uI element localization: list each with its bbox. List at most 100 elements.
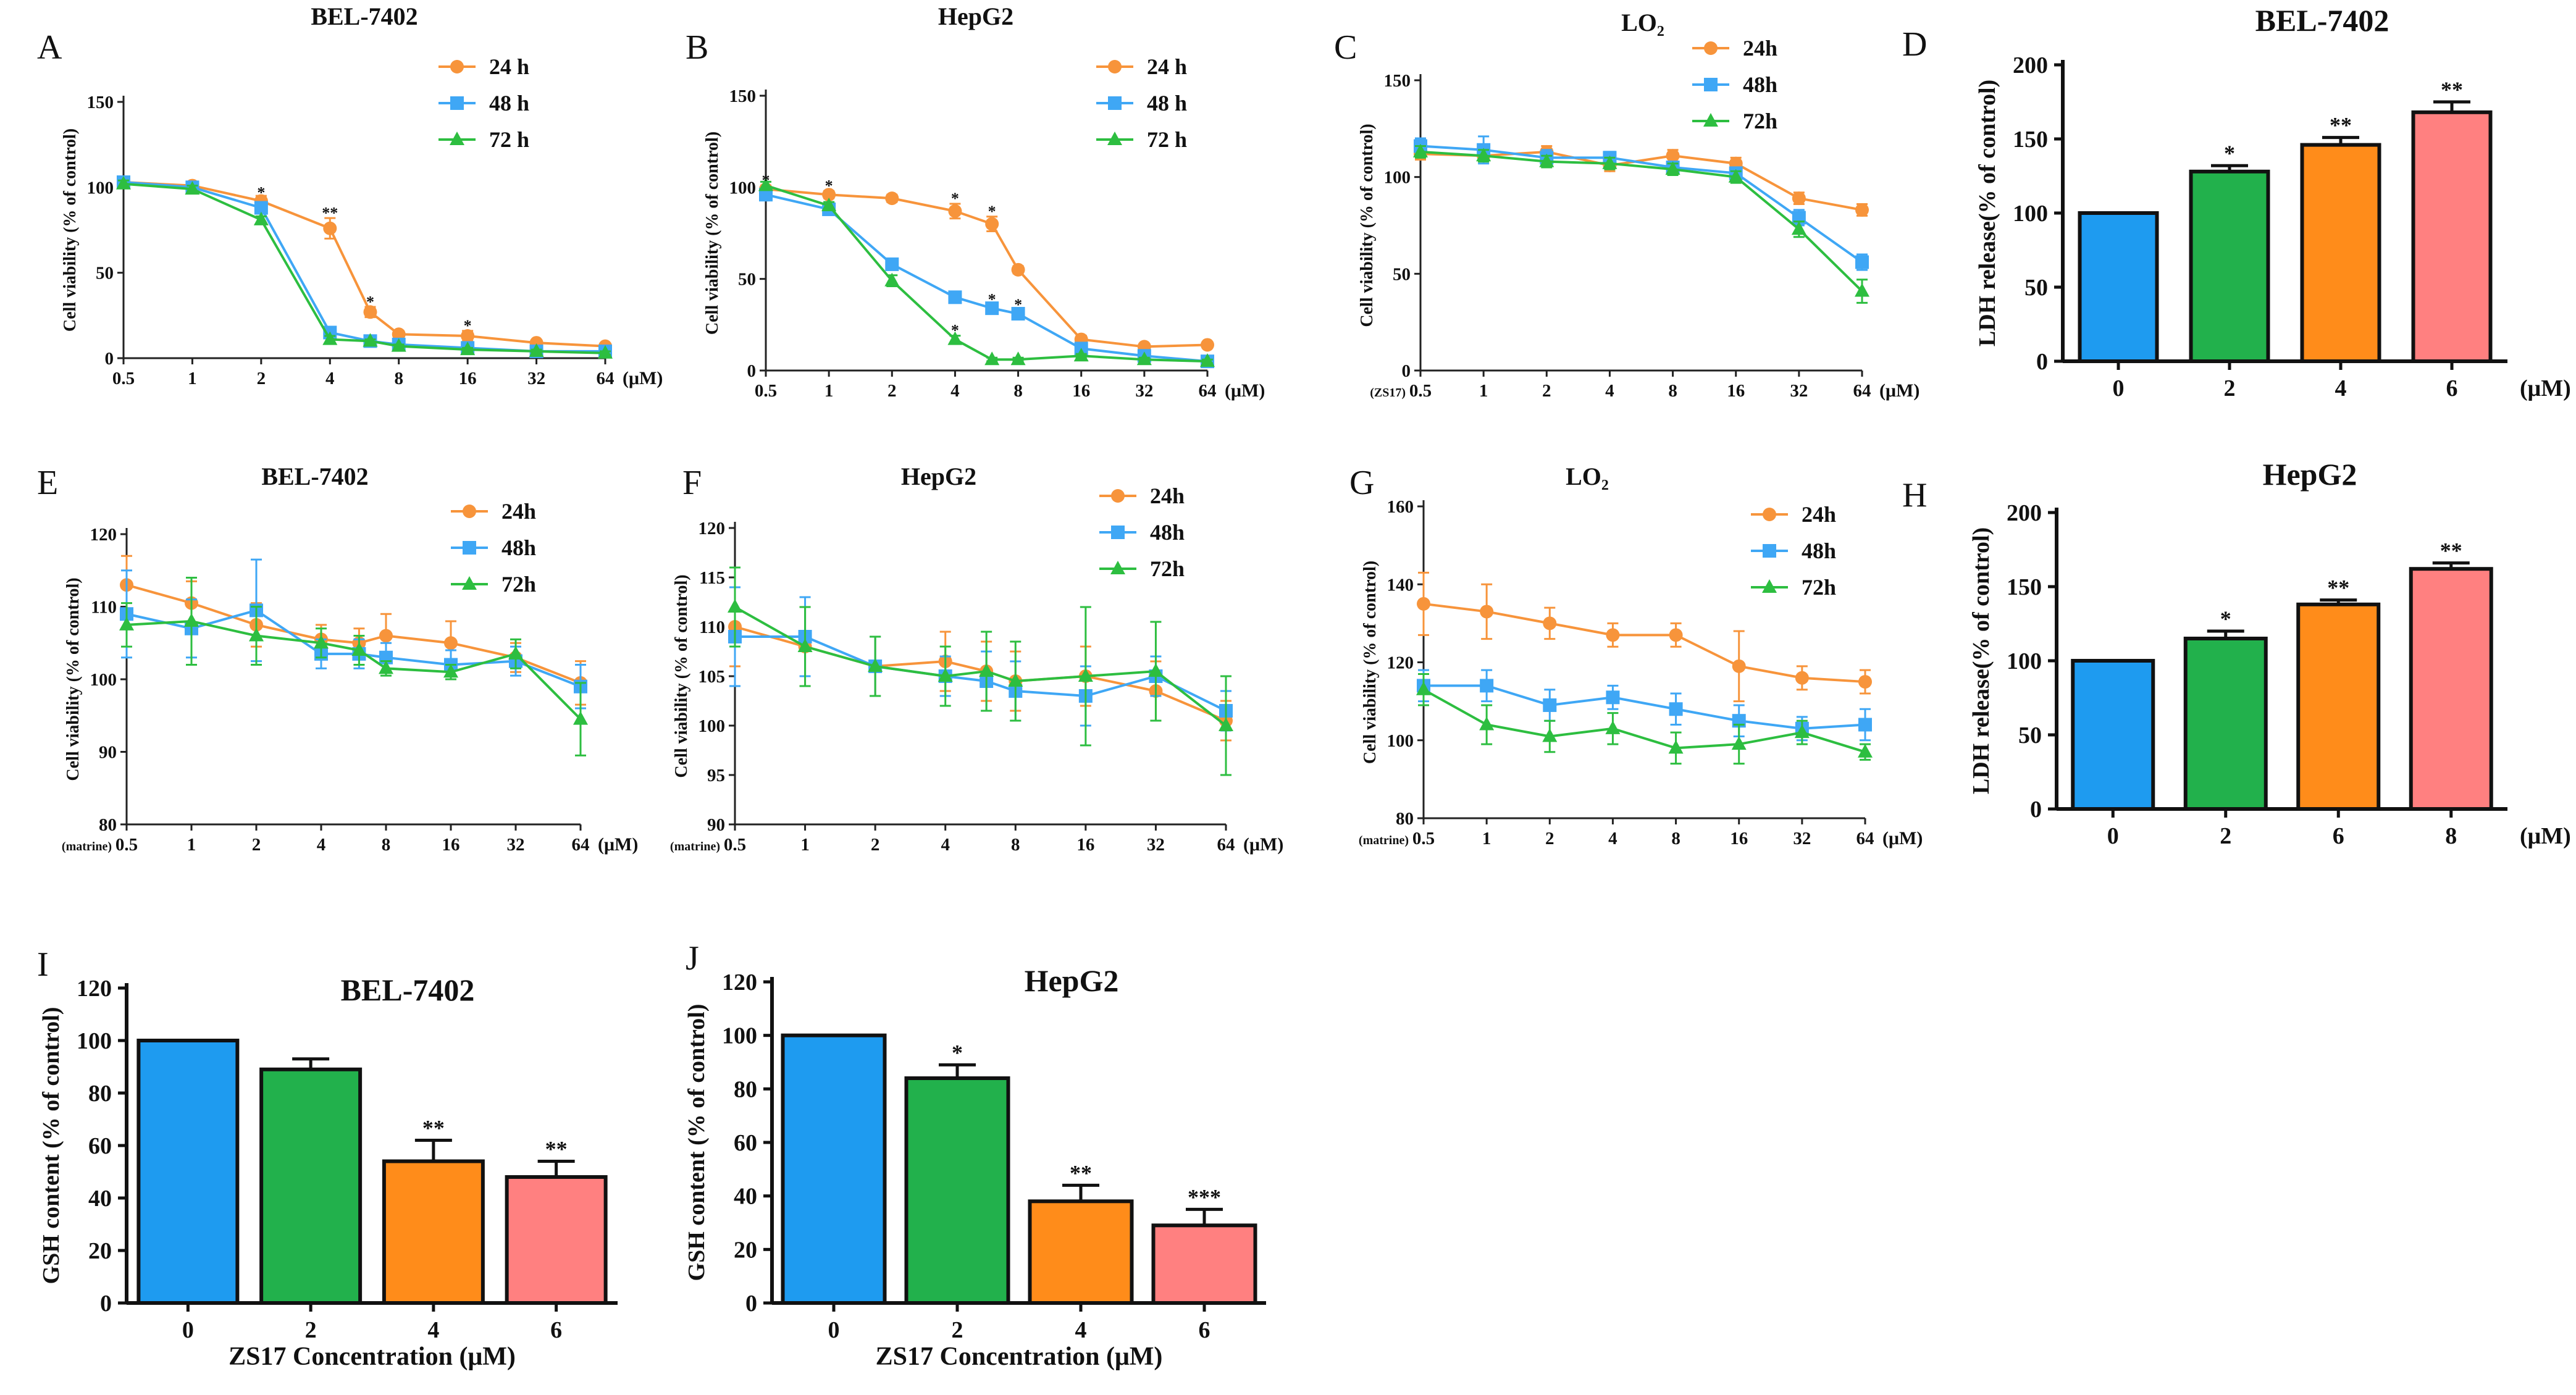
series-24h — [728, 586, 1233, 742]
chart-title: HepG2 — [2263, 457, 2357, 492]
data-point — [379, 660, 393, 674]
data-point — [460, 341, 476, 356]
y-axis-label: Cell viability (% of control) — [1361, 561, 1380, 764]
legend-label: 72h — [1150, 556, 1185, 581]
y-tick-label: 80 — [88, 1081, 112, 1107]
series-72h — [728, 566, 1233, 776]
series-line — [1420, 145, 1863, 264]
data-point — [1791, 221, 1806, 235]
x-tick-label: 32 — [507, 835, 525, 855]
data-point — [1479, 716, 1495, 731]
x-tick-label: 4 — [1605, 381, 1614, 401]
data-point — [314, 635, 329, 649]
x-tick-label: 8 — [2445, 823, 2457, 849]
significance-mark: * — [464, 317, 472, 335]
x-tick-label: 8 — [1671, 829, 1680, 848]
x-tick-label: 2 — [305, 1317, 317, 1343]
series-line — [1420, 150, 1863, 211]
y-tick-label: 0 — [1402, 361, 1411, 381]
legend-label: 72h — [1802, 575, 1836, 600]
x-tick-label: 64 — [1853, 381, 1871, 401]
data-point — [1605, 720, 1621, 734]
x-tick-label: 2 — [252, 835, 261, 855]
bar — [2411, 110, 2493, 364]
data-point — [508, 645, 523, 660]
y-tick-label: 120 — [699, 519, 726, 538]
bar — [781, 1033, 887, 1305]
x-tick-label: 6 — [550, 1317, 562, 1343]
x-tick-label: 1 — [1482, 829, 1491, 848]
y-tick-label: 115 — [699, 568, 725, 588]
x-tick-label: 0.5 — [1409, 381, 1432, 401]
y-axis-label: LDH release(% of control) — [1968, 527, 1994, 794]
x-tick-label: 4 — [1075, 1317, 1087, 1343]
x-unit-label: (μM) — [598, 834, 638, 855]
legend-label: 24h — [501, 499, 536, 524]
panel-letter: A — [37, 28, 62, 67]
legend-marker — [1108, 96, 1122, 110]
panel-letter: G — [1349, 464, 1374, 502]
x-tick-label: 4 — [941, 835, 950, 855]
x-tick-label: 0 — [828, 1317, 840, 1343]
series-24h — [1417, 571, 1872, 703]
data-point — [461, 329, 475, 343]
x-tick-label: 64 — [572, 835, 590, 855]
data-point — [985, 301, 999, 316]
data-point — [759, 188, 773, 202]
data-point — [1480, 605, 1494, 619]
x-tick-label: 0.5 — [755, 381, 777, 401]
data-point — [1606, 628, 1620, 642]
bar — [2071, 659, 2155, 811]
chart-title: HepG2 — [938, 2, 1013, 30]
bar-chart-j: J HepG2 0 20 40 60 80 100 120 0 2 * 4 ** 6 *** ZS17 Conc… — [684, 939, 1266, 1371]
data-point — [444, 636, 458, 650]
legend-label: 48h — [501, 535, 536, 560]
data-point — [984, 351, 1000, 366]
data-point — [1413, 143, 1428, 157]
legend-marker — [450, 132, 464, 145]
y-tick-label: 100 — [1384, 168, 1411, 188]
panel-letter: F — [682, 464, 702, 502]
data-point — [1073, 348, 1089, 362]
y-tick-label: 100 — [77, 1028, 112, 1054]
y-axis-label: GSH content (% of control) — [684, 1004, 710, 1281]
x-tick-label: 8 — [1011, 835, 1020, 855]
significance-mark: ** — [2330, 113, 2352, 138]
series-line — [765, 193, 1208, 363]
x-tick-label: 32 — [1790, 381, 1808, 401]
data-point — [948, 204, 962, 218]
series-48h — [728, 586, 1233, 732]
significance-mark: ** — [2440, 538, 2462, 563]
chart-title: BEL-7402 — [261, 463, 368, 490]
x-tick-label: 2 — [887, 381, 897, 401]
data-point — [1543, 616, 1557, 630]
x-tick-label: 64 — [1199, 381, 1217, 401]
data-point — [391, 338, 406, 352]
y-tick-label: 0 — [100, 1291, 112, 1317]
significance-mark: ** — [422, 1116, 445, 1141]
data-point — [822, 188, 836, 202]
data-point — [529, 343, 544, 357]
y-tick-label: 100 — [729, 178, 757, 198]
legend-marker — [1704, 41, 1718, 55]
data-point — [1008, 673, 1023, 687]
data-point — [253, 211, 269, 225]
y-tick-label: 105 — [699, 667, 726, 687]
bar-chart-i: I BEL-7402 0 20 40 60 80 100 120 0 2 4 ** 6 ** ZS17 Con… — [37, 945, 618, 1371]
significance-mark: * — [366, 293, 374, 311]
y-tick-label: 50 — [2018, 723, 2042, 748]
bar — [2183, 637, 2268, 811]
bar-chart-d: D BEL-7402 0 50 100 150 200 0 2 * 4 ** 6 ** (μM) LDH re… — [1902, 3, 2571, 401]
x-tick-label: 32 — [1135, 381, 1153, 401]
legend-label: 72 h — [489, 127, 529, 152]
data-point — [885, 257, 899, 271]
x-tick-label: 64 — [1217, 835, 1235, 855]
series-48h — [117, 175, 612, 358]
x-tick-label: 8 — [394, 369, 403, 388]
line-chart-a: A BEL-7402 0 50 100 150 0.5 1 2 4 8 16 32 64 (μM) Cell … — [37, 2, 663, 388]
x-tick-label: 2 — [952, 1317, 963, 1343]
legend-label: 48 h — [489, 91, 529, 115]
chart-title: HepG2 — [1025, 963, 1119, 998]
series-72h — [119, 577, 588, 756]
significance-mark: * — [2224, 141, 2235, 165]
